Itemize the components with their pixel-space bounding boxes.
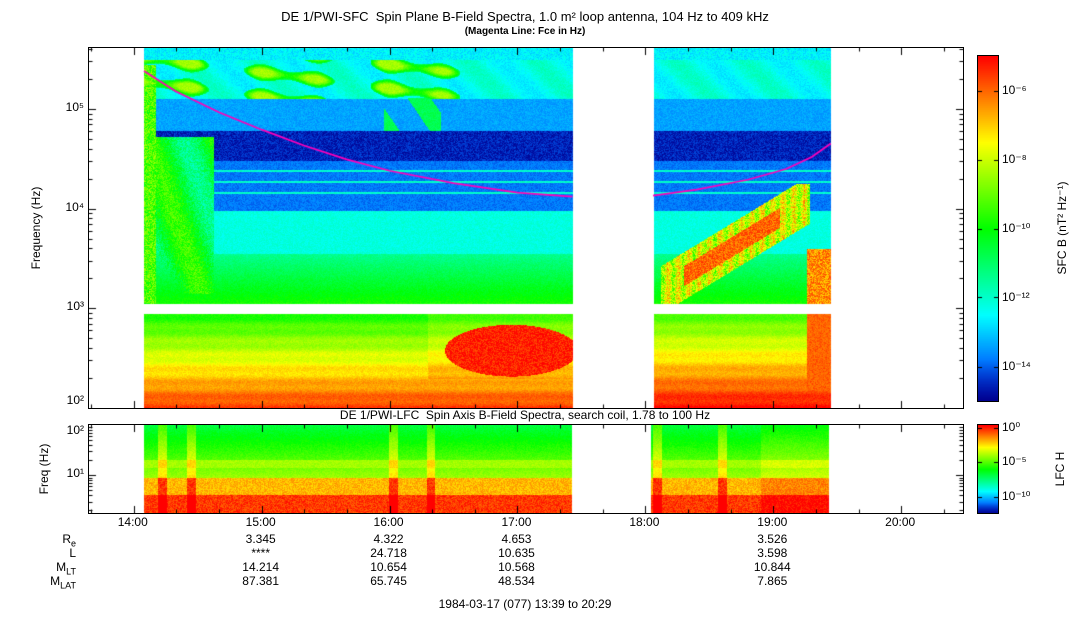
sfc-y-tick-label: 10² — [66, 393, 84, 407]
sfc-y-axis-label: Frequency (Hz) — [29, 186, 43, 270]
lfc-colorbar-canvas — [978, 425, 998, 513]
x-tick-label: 15:00 — [245, 515, 276, 529]
x-tick-label: 16:00 — [373, 515, 404, 529]
ephemeris-row-label: Re — [30, 532, 76, 548]
fce-subtitle: (Magenta Line: Fce in Hz) — [464, 26, 586, 37]
ephemeris-row-label-subscript: LT — [66, 566, 76, 577]
ephemeris-value: 3.598 — [757, 546, 788, 560]
sfc-y-tick-label: 10³ — [66, 299, 84, 314]
ephemeris-row-label-text: M — [50, 574, 61, 588]
ephemeris-value: 10.654 — [370, 560, 407, 574]
sfc-colorbar — [977, 55, 999, 402]
lfc-colorbar — [977, 424, 999, 514]
ephemeris-value: 10.635 — [498, 546, 535, 560]
lfc-colorbar-label: LFC H — [1053, 451, 1067, 487]
ephemeris-value: 4.322 — [373, 532, 404, 546]
lfc-spectrogram-canvas — [89, 425, 963, 513]
ephemeris-row-label-subscript: LAT — [60, 580, 76, 591]
lfc-spectrogram-panel — [88, 424, 964, 514]
lfc-y-tick-label: 10¹ — [66, 466, 84, 481]
ephemeris-row-label-text: R — [62, 532, 71, 546]
x-tick-label: 17:00 — [501, 515, 532, 529]
ephemeris-value: 4.653 — [501, 532, 532, 546]
ephemeris-value: 3.526 — [757, 532, 788, 546]
sfc-colorbar-tick-label: 10⁻¹⁴ — [1002, 358, 1031, 373]
x-tick-label: 18:00 — [629, 515, 660, 529]
sfc-colorbar-tick-label: 10⁻⁶ — [1002, 82, 1027, 97]
sfc-colorbar-label: SFC B (nT² Hz⁻¹) — [1055, 181, 1069, 275]
sfc-colorbar-canvas — [978, 56, 998, 401]
lfc-y-tick-label: 10² — [66, 423, 84, 437]
x-tick-label: 19:00 — [757, 515, 788, 529]
x-tick-label: 20:00 — [885, 515, 916, 529]
ephemeris-row-label: MLAT — [30, 574, 76, 590]
ephemeris-value: 14.214 — [242, 560, 279, 574]
sfc-y-tick-label: 10⁵ — [65, 99, 84, 114]
sfc-colorbar-tick-label: 10⁻¹² — [1002, 289, 1030, 304]
ephemeris-value: 10.568 — [498, 560, 535, 574]
ephemeris-value: **** — [251, 546, 270, 560]
sfc-colorbar-tick-label: 10⁻⁸ — [1002, 151, 1027, 166]
lfc-title: DE 1/PWI-LFC Spin Axis B-Field Spectra, … — [339, 408, 711, 422]
time-range-footer: 1984-03-17 (077) 13:39 to 20:29 — [438, 597, 612, 611]
ephemeris-row-label-subscript: e — [70, 538, 76, 549]
sfc-spectrogram-canvas — [89, 48, 963, 408]
ephemeris-value: 87.381 — [242, 574, 279, 588]
x-tick-label: 14:00 — [117, 515, 148, 529]
sfc-y-tick-label: 10⁴ — [65, 199, 84, 214]
sfc-title: DE 1/PWI-SFC Spin Plane B-Field Spectra,… — [281, 9, 769, 24]
ephemeris-value: 10.844 — [753, 560, 791, 574]
lfc-colorbar-tick-label: 10⁰ — [1002, 419, 1021, 434]
ephemeris-value: 65.745 — [370, 574, 407, 588]
ephemeris-row-label: MLT — [30, 560, 76, 576]
lfc-colorbar-tick-label: 10⁻⁵ — [1002, 453, 1027, 468]
lfc-colorbar-tick-label: 10⁻¹⁰ — [1002, 489, 1031, 504]
sfc-colorbar-tick-label: 10⁻¹⁰ — [1002, 220, 1031, 235]
ephemeris-row-label-text: L — [69, 546, 76, 560]
sfc-spectrogram-panel — [88, 47, 964, 409]
ephemeris-value: 48.534 — [498, 574, 535, 588]
ephemeris-value: 3.345 — [245, 532, 276, 546]
ephemeris-row-label: L — [30, 546, 76, 560]
ephemeris-value: 7.865 — [757, 574, 788, 588]
ephemeris-value: 24.718 — [370, 546, 407, 560]
ephemeris-row-label-text: M — [56, 560, 67, 574]
